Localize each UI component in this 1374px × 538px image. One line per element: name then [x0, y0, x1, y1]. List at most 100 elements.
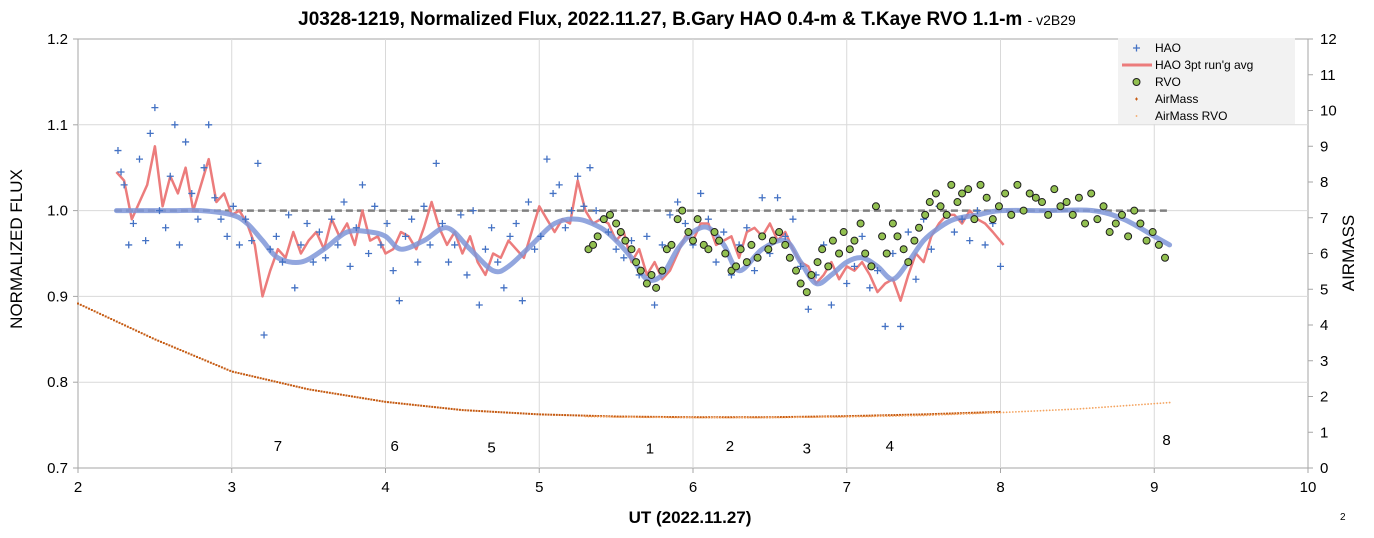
airmass-rvo-point: [1122, 404, 1125, 407]
hao-point: [205, 121, 213, 129]
airmass-rvo-point: [999, 411, 1002, 414]
airmass-rvo-point: [1119, 405, 1122, 407]
airmass-point: [248, 374, 251, 377]
hao-point: [881, 322, 889, 330]
airmass-rvo-point: [1168, 401, 1171, 404]
rvo-marker-icon: [1132, 78, 1141, 86]
airmass-point: [154, 338, 157, 341]
hao-point: [500, 284, 508, 292]
airmass-point: [135, 329, 138, 332]
hao-point: [334, 241, 342, 249]
rvo-point: [893, 232, 902, 241]
airmass-point: [107, 316, 110, 319]
hao-point: [506, 232, 514, 240]
hao-point: [997, 262, 1004, 270]
rvo-point: [1019, 206, 1028, 215]
y-axis-ticks: 0.7 0.8 0.9 1.0 1.1 1.2: [47, 31, 78, 477]
airmass-point: [550, 413, 553, 416]
airmass-point: [422, 404, 425, 407]
airmass-point: [511, 411, 514, 414]
airmass-rvo-point: [965, 412, 968, 415]
model-line: [113, 207, 1173, 287]
airmass-point: [373, 399, 376, 402]
rvo-point: [807, 270, 816, 279]
hao-point: [395, 297, 403, 305]
airmass-point: [220, 366, 223, 369]
airmass-rvo-point: [621, 416, 624, 418]
airmass-rvo-point: [1014, 410, 1017, 413]
airmass-rvo-point: [1070, 408, 1073, 411]
hao-point: [408, 215, 416, 223]
rvo-point: [925, 198, 934, 207]
airmass-point: [890, 414, 893, 417]
airmass-point: [838, 415, 841, 418]
rvo-point: [792, 266, 801, 275]
airmass-point: [528, 412, 531, 415]
rvo-point: [994, 202, 1003, 211]
rvo-point: [647, 270, 656, 279]
rvo-point: [888, 219, 897, 228]
airmass-point: [995, 410, 998, 413]
airmass-rvo-point: [1011, 411, 1014, 413]
airmass-rvo-point: [864, 415, 867, 418]
airmass-point: [492, 410, 495, 413]
airmass-point: [367, 398, 370, 401]
airmass-point: [478, 410, 481, 413]
airmass-point: [727, 416, 730, 419]
rvo-point: [942, 210, 951, 219]
hao-point: [681, 219, 689, 227]
airmass-rvo-point: [1051, 409, 1054, 412]
y-tick-label: 1.1: [47, 117, 68, 134]
hao-point: [285, 211, 293, 219]
airmass-point: [968, 411, 971, 414]
airmass-rvo-point: [984, 412, 987, 415]
airmass-rvo-point: [808, 416, 811, 419]
hao-point: [580, 202, 588, 210]
airmass-rvo-point: [1091, 407, 1094, 409]
rvo-point: [953, 198, 962, 207]
airmass-rvo-point: [1067, 408, 1070, 411]
airmass-point: [613, 415, 616, 418]
airmass-marker-icon: [1135, 97, 1138, 101]
airmass-point: [810, 415, 813, 418]
airmass-rvo-point: [1008, 411, 1011, 414]
airmass-point: [923, 413, 926, 416]
airmass-rvo-point: [590, 415, 593, 418]
airmass-point: [99, 312, 102, 315]
rvo-point: [768, 236, 777, 245]
airmass-point: [124, 324, 127, 327]
airmass-point: [400, 402, 403, 405]
hao-point: [352, 224, 360, 232]
airmass-point: [406, 403, 409, 406]
rvo-point: [1031, 193, 1040, 202]
airmass-point: [926, 413, 929, 416]
y-tick-label: 0.8: [47, 374, 68, 391]
hao-point: [129, 219, 137, 227]
airmass-rvo-point: [941, 413, 943, 416]
airmass-point: [173, 346, 176, 349]
airmass-point: [317, 390, 320, 393]
airmass-rvo-point: [722, 416, 725, 419]
airmass-rvo-point: [1153, 402, 1156, 405]
airmass-point: [453, 408, 456, 411]
airmass-point: [597, 415, 600, 418]
airmass-point: [558, 413, 561, 416]
hao-point: [117, 168, 125, 176]
airmass-point: [439, 406, 442, 409]
airmass-point: [539, 413, 542, 416]
airmass-point: [494, 410, 497, 413]
hao-point: [858, 232, 866, 240]
airmass-point: [760, 416, 763, 419]
rvo-point: [1038, 198, 1047, 207]
hao-point: [827, 301, 835, 309]
rvo-point: [899, 245, 908, 254]
airmass-point: [583, 414, 586, 417]
hao-point: [377, 241, 385, 249]
hao-point: [260, 331, 268, 339]
airmass-point: [669, 416, 672, 419]
hao-point: [432, 159, 440, 167]
airmass-point: [254, 375, 257, 378]
rvo-point: [915, 223, 924, 232]
hao-point: [743, 224, 751, 232]
rvo-point: [904, 258, 913, 267]
